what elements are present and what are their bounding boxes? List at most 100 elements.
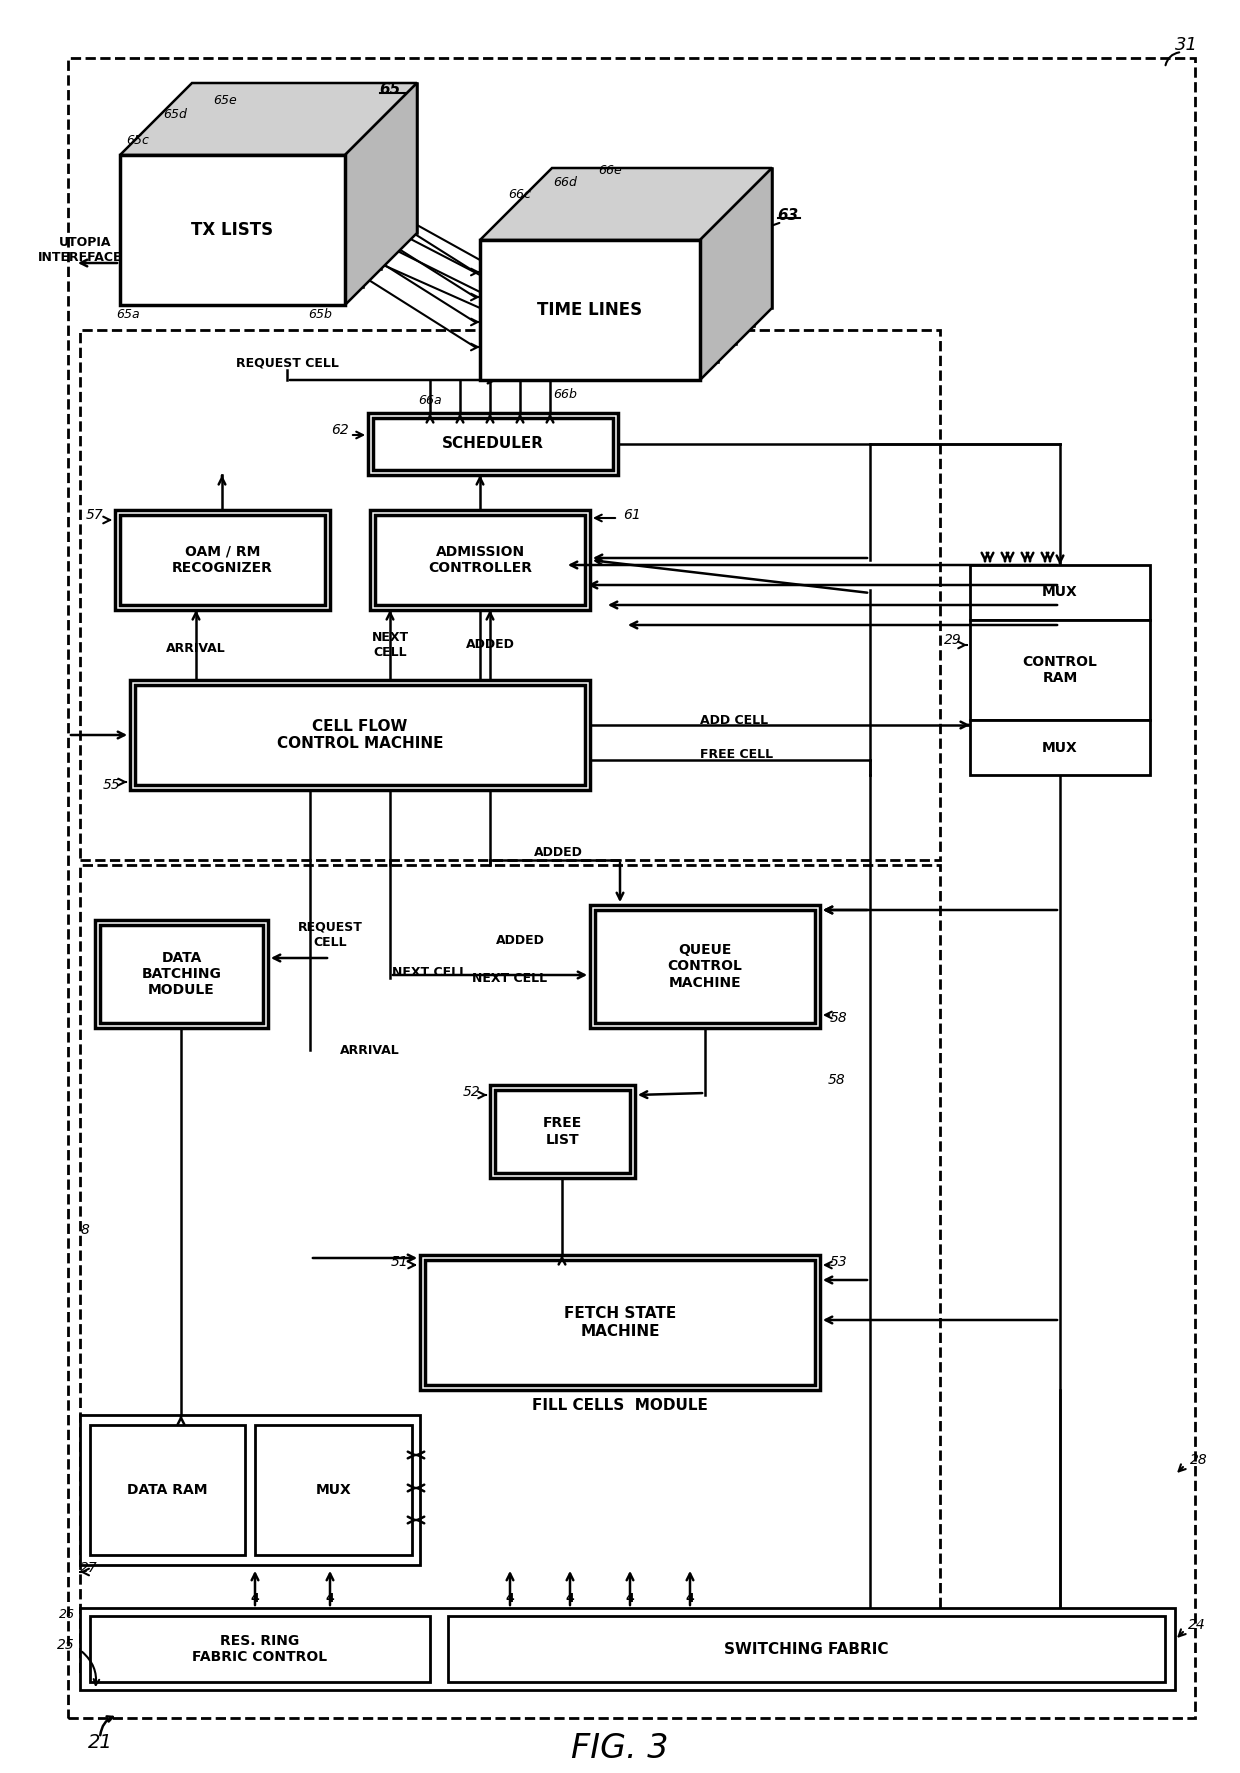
Bar [368,413,618,475]
Bar [138,137,363,287]
Bar [81,1608,1176,1690]
Text: SCHEDULER: SCHEDULER [441,436,544,452]
Text: CONTROL
RAM: CONTROL RAM [1023,654,1097,684]
Text: 65c: 65c [126,133,150,147]
Text: 4: 4 [506,1592,515,1605]
Text: 66c: 66c [508,188,532,202]
Text: 66d: 66d [553,176,577,188]
Text: DATA RAM: DATA RAM [128,1482,208,1496]
Text: ARRIVAL: ARRIVAL [166,642,226,654]
Bar [970,720,1149,775]
Bar [970,566,1149,621]
Text: ADMISSION
CONTROLLER: ADMISSION CONTROLLER [428,544,532,574]
Text: 65b: 65b [308,309,332,321]
Bar [95,920,268,1028]
Text: 55: 55 [102,778,120,793]
Bar [374,514,585,605]
Bar [130,681,590,791]
Text: ARRIVAL: ARRIVAL [340,1044,399,1057]
Text: 63: 63 [777,207,799,222]
Text: 21: 21 [88,1732,113,1752]
Bar [590,904,820,1028]
Text: 29: 29 [944,633,962,647]
Text: 66e: 66e [598,163,622,177]
Text: 26: 26 [60,1608,74,1622]
Text: ADD CELL: ADD CELL [701,713,768,727]
Bar [81,865,940,1675]
Text: FETCH STATE
MACHINE: FETCH STATE MACHINE [564,1307,676,1339]
Bar [495,1090,630,1174]
Text: 4: 4 [686,1592,694,1605]
Bar [81,1415,420,1566]
Bar [516,204,737,344]
Text: 27: 27 [81,1560,98,1574]
Text: TX LISTS: TX LISTS [191,222,274,239]
Text: MUX: MUX [1042,741,1078,755]
Polygon shape [701,168,773,379]
Text: 8: 8 [81,1223,89,1238]
Text: 52: 52 [463,1085,480,1099]
Text: 31: 31 [1176,35,1198,53]
Text: ADDED: ADDED [465,638,515,651]
Polygon shape [120,83,417,154]
Bar [115,511,330,610]
Text: FREE
LIST: FREE LIST [543,1117,582,1147]
Bar [91,1425,246,1555]
Text: FILL CELLS  MODULE: FILL CELLS MODULE [532,1397,708,1413]
Text: MUX: MUX [1042,585,1078,599]
Text: 65: 65 [379,83,401,98]
Text: CELL FLOW
CONTROL MACHINE: CELL FLOW CONTROL MACHINE [277,718,443,752]
Bar [120,154,345,305]
Polygon shape [480,168,773,239]
Text: 53: 53 [830,1255,848,1269]
Text: 4: 4 [626,1592,635,1605]
Bar [81,330,940,860]
Text: 51: 51 [391,1255,408,1269]
Bar [370,511,590,610]
Text: REQUEST
CELL: REQUEST CELL [298,920,362,949]
Text: MUX: MUX [316,1482,351,1496]
Bar [255,1425,412,1555]
Text: ADDED: ADDED [496,934,546,947]
Bar [156,119,381,269]
Bar [552,168,773,309]
Text: FIG. 3: FIG. 3 [572,1732,668,1764]
Text: 66b: 66b [553,388,577,401]
Text: 4: 4 [326,1592,335,1605]
Text: REQUEST CELL: REQUEST CELL [236,356,339,369]
Text: 58: 58 [830,1011,848,1025]
Bar [192,83,417,232]
Text: 25: 25 [57,1638,74,1652]
Bar [373,418,613,470]
Text: QUEUE
CONTROL
MACHINE: QUEUE CONTROL MACHINE [667,943,743,989]
Bar [425,1261,815,1385]
Text: 58: 58 [828,1073,846,1087]
Text: 62: 62 [331,424,348,436]
Text: 57: 57 [86,509,103,521]
Bar [100,926,263,1023]
Polygon shape [345,83,417,305]
Text: 65d: 65d [164,108,187,122]
Text: 61: 61 [622,509,641,521]
Bar [490,1085,635,1177]
Bar [420,1255,820,1390]
Bar [498,222,718,362]
Text: 4: 4 [250,1592,259,1605]
Text: 4: 4 [565,1592,574,1605]
Text: 24: 24 [1188,1619,1205,1631]
Bar [970,621,1149,720]
Text: NEXT CELL: NEXT CELL [392,966,467,979]
Text: 65e: 65e [213,94,237,106]
Text: NEXT CELL: NEXT CELL [472,972,548,984]
Bar [91,1615,430,1683]
Text: 65a: 65a [117,309,140,321]
Bar [174,101,399,252]
Text: 28: 28 [1190,1454,1208,1466]
Text: TIME LINES: TIME LINES [537,301,642,319]
Bar [534,186,754,326]
Bar [120,514,325,605]
Bar [135,684,585,785]
Text: FREE CELL: FREE CELL [701,748,773,761]
Text: NEXT
CELL: NEXT CELL [372,631,408,660]
Text: RES. RING
FABRIC CONTROL: RES. RING FABRIC CONTROL [192,1635,327,1665]
